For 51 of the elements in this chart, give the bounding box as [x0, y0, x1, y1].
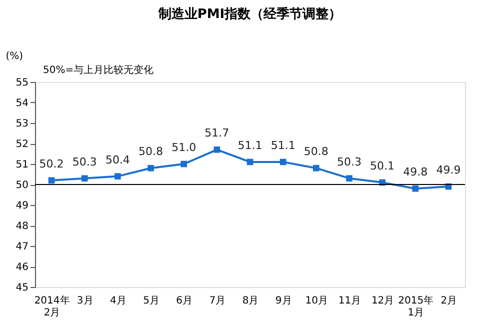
data-label: 51.1	[238, 138, 262, 152]
x-tick-label: 2月	[440, 296, 458, 306]
y-tick-label: 46	[16, 262, 28, 273]
y-tick-label: 49	[16, 200, 28, 212]
data-label: 49.9	[436, 164, 461, 177]
point	[148, 164, 154, 172]
x-tick-label: 6月	[176, 296, 193, 306]
y-tick-label: 52	[16, 139, 28, 150]
point	[81, 175, 88, 182]
point	[48, 177, 55, 184]
x-tick-label: 11月	[338, 296, 362, 306]
y-tick-label: 47	[16, 242, 28, 252]
data-label: 51.7	[204, 126, 230, 140]
y-tick-label: 51	[16, 160, 28, 170]
x-tick-label: 2014年 2月	[34, 294, 70, 318]
chart-title: 制造业PMI指数（经季节调整）	[157, 6, 342, 22]
data-label: 51.0	[172, 141, 196, 154]
data-label: 51.1	[270, 138, 296, 152]
point	[246, 158, 254, 166]
data-label: 50.8	[304, 145, 328, 158]
data-label: 50.4	[105, 153, 130, 166]
point	[412, 185, 419, 192]
y-tick-label: 45	[16, 282, 28, 294]
x-tick-label: 7月	[209, 296, 226, 306]
point	[312, 164, 320, 172]
data-label: 50.2	[39, 157, 64, 170]
point	[346, 175, 352, 182]
point	[280, 158, 286, 166]
x-tick-label: 12月	[371, 296, 394, 306]
data-label: 50.3	[336, 155, 362, 168]
data-label: 50.1	[370, 159, 395, 172]
x-tick-label: 4月	[110, 296, 126, 306]
y-tick-label: 50	[16, 180, 28, 191]
x-tick-label: 2015年 1月	[398, 294, 434, 318]
data-label: 50.8	[138, 145, 164, 158]
y-tick-label: 55	[16, 78, 28, 88]
y-axis-title: (%)	[6, 51, 24, 62]
point	[180, 160, 188, 168]
y-tick-label: 54	[16, 98, 28, 109]
text: 50%=与上月比较无变化	[43, 64, 154, 76]
y-tick-label: 48	[16, 221, 28, 232]
data-label: 50.3	[72, 155, 97, 168]
point	[214, 146, 220, 153]
x-tick-label: 8月	[242, 296, 259, 306]
y-tick-label: 53	[16, 118, 28, 130]
data-label: 49.8	[403, 166, 428, 179]
point	[114, 173, 121, 180]
x-tick-label: 10月	[305, 296, 328, 306]
x-tick-label: 9月	[275, 296, 292, 306]
x-tick-label: 5月	[143, 296, 160, 306]
x-tick-label: 3月	[76, 296, 94, 306]
